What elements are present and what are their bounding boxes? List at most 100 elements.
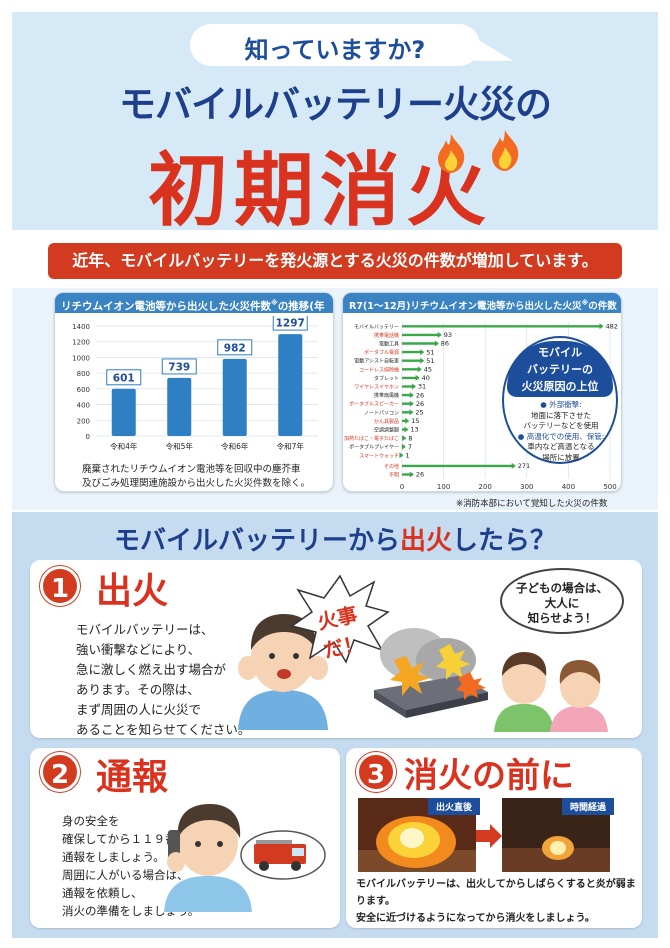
step1-title: 出火: [96, 571, 169, 612]
section-heading-post: したら？: [452, 526, 557, 556]
y-tick-label: 0: [86, 433, 90, 441]
data-label-box: [161, 358, 197, 375]
explosion-burst: [290, 574, 390, 664]
section-heading: モバイルバッテリーから出火したら？: [12, 520, 658, 557]
data-label-box: [106, 369, 142, 386]
step1-line: モバイルバッテリーは、: [76, 622, 214, 637]
yearly-chart-note-2: 及びごみ処理関連施設から出火した火災件数を除く。: [82, 478, 311, 489]
y-tick-label: ポータブルプレイヤー: [349, 444, 399, 451]
kids-speech-bubble: 子どもの場合は、 大人に 知らせよう！: [500, 568, 624, 634]
data-label-box: [272, 316, 308, 331]
cause-callout-line2: バッテリーの: [527, 363, 593, 376]
kids-bubble-line: 子どもの場合は、: [516, 581, 608, 595]
y-tick-label: スマートウォッチ: [359, 452, 399, 459]
x-tick-label: 300: [520, 483, 533, 490]
device-chart-title-suffix: の件数: [588, 301, 617, 313]
y-tick-label: 1200: [72, 339, 90, 347]
bar-arrowhead: [415, 374, 420, 381]
step2-line: 確保してから１１９番: [62, 832, 177, 846]
yearly-bar-chart: 0 200 400 600 800 1000 1200 1400 601 令和4年 739 令和5年 9…: [72, 316, 318, 451]
y-tick-label: ポータブルスピーカー: [349, 401, 399, 408]
x-tick-label: 400: [562, 483, 575, 490]
y-tick-label: ワイヤレスイヤホン: [354, 385, 399, 391]
step3-caption-line2: 安全に近づけるようになってから消火をしましょう。: [356, 913, 595, 924]
step2-line: 身の安全を: [62, 814, 120, 828]
header-title-line2: 初期消火: [148, 144, 492, 237]
bar-arrowhead: [409, 400, 414, 407]
kids-bubble-line: 知らせよう！: [527, 611, 597, 625]
y-tick-label: モバイルバッテリー: [354, 324, 399, 330]
burning-battery-illustration: [374, 628, 488, 718]
data-label: 8: [408, 434, 412, 442]
x-tick-label: 500: [603, 483, 616, 490]
y-tick-label: 1400: [72, 323, 90, 331]
y-tick-label: コードレス掃除機: [359, 366, 399, 373]
x-tick-label: 200: [479, 483, 492, 490]
bar-arrowhead: [409, 471, 414, 478]
section-heading-pre: モバイルバッテリーから: [113, 526, 400, 556]
x-tick-label: 令和6年: [221, 441, 249, 451]
y-tick-label: 不明: [389, 473, 399, 479]
bar-arrowhead: [411, 383, 416, 390]
yearly-chart-note-1: 廃棄されたリチウムイオン電池等を回収中の塵芥車: [82, 464, 301, 475]
x-tick-label: 令和5年: [166, 441, 194, 451]
data-label: 40: [422, 374, 430, 382]
bar-arrowhead: [511, 462, 516, 469]
step2-text: 身の安全を 確保してから１１９番 通報をしましょう。 周囲に人がいる場合は、 通…: [62, 812, 212, 920]
data-label: 1: [405, 452, 409, 460]
data-label: 26: [416, 400, 424, 408]
y-tick-label: 600: [77, 386, 90, 394]
fire-count-footnote: ※消防本部において覚知した火災の件数: [456, 499, 608, 509]
data-label: 482: [606, 323, 618, 331]
x-tick-label: 0: [400, 483, 404, 490]
step2-number: 2: [40, 752, 80, 792]
step1-line: 強い衝撃などにより、: [76, 642, 201, 657]
data-label: 31: [418, 383, 426, 391]
y-tick-label: ノートパソコン: [364, 410, 399, 416]
step1-number: 1: [40, 566, 80, 606]
bar-arrowhead: [399, 452, 404, 459]
step2-line: 通報をしましょう。: [62, 850, 165, 864]
x-tick-label: 100: [437, 483, 450, 490]
data-label: 13: [410, 426, 418, 434]
device-chart-title: R7(1〜12月)リチウムイオン電池等から出火した火災※の件数: [343, 293, 621, 313]
intro-banner: 近年、モバイルバッテリーを発火源とする火災の件数が増加しています。: [48, 243, 622, 279]
y-tick-label: 加熱たばこ・電子たばこ: [344, 435, 399, 442]
flame-icon: [492, 130, 519, 171]
data-label: 86: [441, 340, 449, 348]
y-tick-label: ポータブル電源: [364, 349, 399, 356]
data-bar: [278, 334, 303, 436]
y-tick-label: 電動アシスト自転車: [354, 358, 399, 365]
step1-line: まず周囲の人に火災で: [76, 702, 202, 717]
step2-title: 通報: [96, 757, 169, 798]
bar-arrowhead: [437, 331, 442, 338]
y-tick-label: 400: [77, 402, 90, 410]
yearly-chart-title-text: リチウムイオン電池等から出火した火災件数: [61, 300, 271, 313]
data-label: 271: [518, 462, 530, 470]
shouting-person-illustration: [238, 614, 328, 730]
reason2-line1: 車内など高温となる: [527, 442, 595, 451]
step1-text: モバイルバッテリーは、 強い衝撃などにより、 急に激しく燃え出す場合が あります…: [76, 620, 296, 740]
arrow-right-icon: [476, 824, 502, 848]
cause-reasons: ● 外部衝撃: 地面に落下させた バッテリーなどを使用 ● 高温化での使用、保管…: [510, 400, 612, 463]
data-label: 26: [416, 471, 424, 479]
bar-arrowhead: [402, 435, 407, 442]
step1-line: 急に激しく燃え出す場合が: [76, 662, 227, 677]
data-label: 739: [168, 361, 190, 373]
step3-number: 3: [356, 752, 396, 792]
reason1-line2: バッテリーなどを使用: [523, 421, 599, 430]
bar-arrowhead: [405, 417, 410, 424]
phone-caller-illustration: [164, 804, 252, 912]
data-label-box: [217, 339, 253, 356]
y-tick-label: その他: [384, 463, 399, 470]
section-heading-accent: 出火: [399, 526, 452, 556]
bar-arrowhead: [409, 409, 414, 416]
x-tick-label: 令和7年: [277, 441, 305, 451]
photo-tag-after: 時間経過: [562, 798, 615, 815]
x-tick-label: 令和4年: [110, 441, 138, 451]
header-kicker: 知っていますか?: [244, 36, 426, 64]
y-tick-label: 携帯電話機: [374, 332, 399, 339]
y-tick-label: 800: [77, 370, 90, 378]
bar-arrowhead: [599, 323, 604, 330]
data-label: 7: [408, 443, 412, 451]
